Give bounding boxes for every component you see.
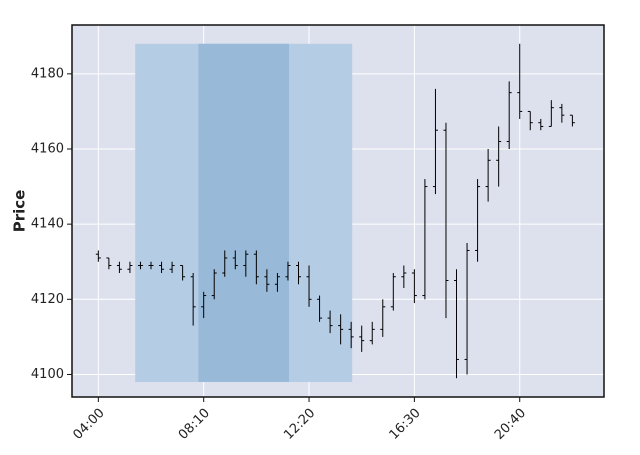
ohlc-bar bbox=[359, 325, 365, 352]
ohlc-bar bbox=[180, 264, 186, 281]
ohlc-bar bbox=[496, 126, 502, 187]
x-tick-label: 04:00 bbox=[71, 406, 108, 443]
ohlc-bar bbox=[454, 269, 460, 379]
y-tick-label: 4120 bbox=[31, 292, 64, 307]
ohlc-bar bbox=[432, 88, 438, 195]
ohlc-bar bbox=[253, 250, 259, 285]
ohlc-bar bbox=[127, 261, 133, 273]
ohlc-bar bbox=[401, 265, 407, 289]
x-tick-label: 20:40 bbox=[492, 406, 529, 443]
ohlc-bar bbox=[538, 118, 544, 131]
ohlc-bar bbox=[569, 114, 575, 127]
ohlc-bar bbox=[137, 261, 143, 270]
ohlc-bar bbox=[475, 179, 481, 262]
ohlc-bar bbox=[338, 314, 344, 345]
y-tick-label: 4140 bbox=[31, 217, 64, 232]
bars bbox=[95, 43, 575, 379]
regions bbox=[135, 43, 353, 382]
ohlc-bar bbox=[506, 81, 512, 149]
x-tick-label: 16:30 bbox=[387, 406, 424, 443]
ohlc-bar bbox=[148, 261, 154, 270]
ohlc-bar bbox=[190, 273, 196, 326]
ohlc-bar bbox=[464, 242, 470, 375]
ohlc-bar bbox=[116, 261, 122, 273]
ohlc-bar bbox=[327, 310, 333, 334]
ohlc-bar bbox=[485, 149, 491, 202]
ohlc-bar bbox=[527, 110, 533, 131]
plot-frame bbox=[71, 24, 605, 398]
ohlc-bar bbox=[422, 179, 428, 300]
ohlc-bar bbox=[443, 122, 449, 319]
ohlc-bar bbox=[222, 250, 228, 277]
ohlc-bar bbox=[211, 269, 217, 300]
ohlc-bar bbox=[548, 100, 554, 127]
ohlc-bar bbox=[95, 250, 101, 262]
ohlc-bar bbox=[411, 269, 417, 304]
ohlc-bar bbox=[201, 291, 207, 319]
ohlc-bar bbox=[169, 261, 175, 273]
y-tick-label: 4180 bbox=[31, 66, 64, 81]
y-axis-label: Price bbox=[11, 190, 29, 233]
ohlc-bar bbox=[390, 273, 396, 311]
ohlc-bar bbox=[369, 321, 375, 345]
ohlc-bar bbox=[285, 261, 291, 281]
ohlc-bar bbox=[274, 273, 280, 292]
ohlc-bar bbox=[559, 103, 565, 123]
ohlc-bar bbox=[232, 250, 238, 270]
ohlc-bar bbox=[159, 261, 165, 273]
ohlc-bar bbox=[317, 295, 323, 322]
x-tick-label: 12:20 bbox=[281, 406, 318, 443]
ohlc-bar bbox=[517, 43, 523, 119]
ohlc-bar bbox=[264, 269, 270, 292]
y-tick-label: 4100 bbox=[31, 367, 64, 382]
ohlc-bar bbox=[380, 299, 386, 337]
y-tick-label: 4160 bbox=[31, 142, 64, 157]
highlight-region bbox=[198, 43, 290, 382]
ohlc-bar bbox=[243, 250, 249, 277]
x-tick-label: 08:10 bbox=[176, 406, 213, 443]
ohlc-bar bbox=[348, 321, 354, 349]
ohlc-bar bbox=[306, 265, 312, 307]
ohlc-bar bbox=[295, 261, 301, 285]
ohlc-bar bbox=[106, 257, 112, 270]
